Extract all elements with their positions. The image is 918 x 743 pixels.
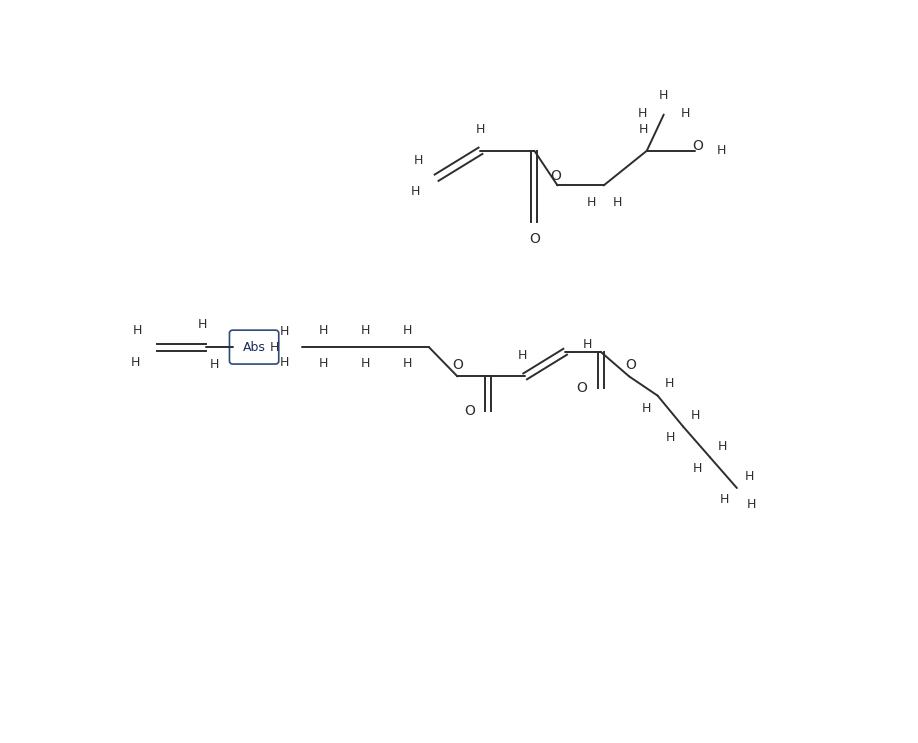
- Text: H: H: [665, 377, 674, 390]
- Text: H: H: [638, 123, 647, 136]
- Text: H: H: [692, 462, 702, 475]
- Text: H: H: [476, 123, 486, 136]
- Text: H: H: [131, 356, 140, 369]
- Text: H: H: [659, 89, 668, 102]
- Text: H: H: [587, 196, 596, 209]
- Text: H: H: [637, 106, 647, 120]
- Text: H: H: [642, 401, 651, 415]
- Text: O: O: [529, 233, 540, 247]
- Text: H: H: [280, 356, 289, 369]
- Text: H: H: [746, 498, 756, 510]
- Text: H: H: [280, 325, 289, 338]
- Text: H: H: [413, 155, 423, 167]
- Text: H: H: [132, 324, 141, 337]
- Text: O: O: [452, 358, 463, 372]
- Text: H: H: [319, 357, 328, 370]
- Text: H: H: [403, 357, 412, 370]
- Text: H: H: [717, 144, 726, 158]
- Text: H: H: [613, 196, 622, 209]
- Text: O: O: [551, 169, 562, 184]
- Text: H: H: [361, 325, 370, 337]
- Text: H: H: [403, 325, 412, 337]
- Text: H: H: [197, 318, 207, 331]
- Text: O: O: [692, 139, 703, 153]
- Text: Abs: Abs: [242, 340, 265, 354]
- Text: H: H: [691, 409, 700, 422]
- Text: H: H: [744, 470, 755, 484]
- Text: H: H: [718, 440, 727, 452]
- Text: H: H: [410, 185, 420, 198]
- FancyBboxPatch shape: [230, 330, 279, 364]
- Text: H: H: [720, 493, 729, 506]
- Text: H: H: [361, 357, 370, 370]
- Text: O: O: [465, 404, 476, 418]
- Text: O: O: [625, 358, 636, 372]
- Text: O: O: [577, 381, 588, 395]
- Text: H: H: [583, 337, 592, 351]
- Text: H: H: [270, 340, 279, 354]
- Text: H: H: [319, 325, 328, 337]
- Text: H: H: [666, 431, 675, 444]
- Text: H: H: [210, 358, 219, 372]
- Text: H: H: [518, 349, 527, 362]
- Text: H: H: [680, 106, 690, 120]
